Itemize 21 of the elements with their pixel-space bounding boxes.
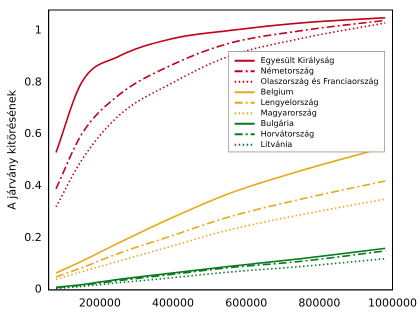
legend-label: Németország: [260, 66, 314, 76]
legend-label: Belgium: [260, 87, 294, 96]
y-tick-label: 1: [34, 24, 42, 37]
y-axis-title: A járvány kitörésének: [5, 89, 18, 210]
y-tick-label: 0: [34, 282, 42, 296]
y-tick-label: 0.6: [24, 127, 42, 140]
legend-label: Olaszország és Franciaország: [260, 76, 379, 86]
legend-label: Horvátország: [260, 129, 314, 138]
legend-label: Litvánia: [260, 140, 292, 149]
y-tick-label: 0.2: [24, 230, 42, 244]
legend-label: Egyesült Királyság: [260, 56, 334, 65]
x-tick-label: 200000: [78, 296, 121, 310]
legend-label: Bulgária: [260, 118, 294, 128]
legend-label: Lengyelország: [260, 98, 318, 107]
x-tick-label: 1000000: [368, 296, 418, 310]
legend-label: Magyarország: [260, 108, 317, 118]
x-tick-label: 600000: [225, 296, 268, 310]
y-tick-label: 0.4: [24, 179, 42, 192]
x-tick-label: 800000: [298, 296, 340, 310]
y-tick-label: 0.8: [24, 75, 42, 88]
x-tick-label: 400000: [152, 296, 194, 310]
